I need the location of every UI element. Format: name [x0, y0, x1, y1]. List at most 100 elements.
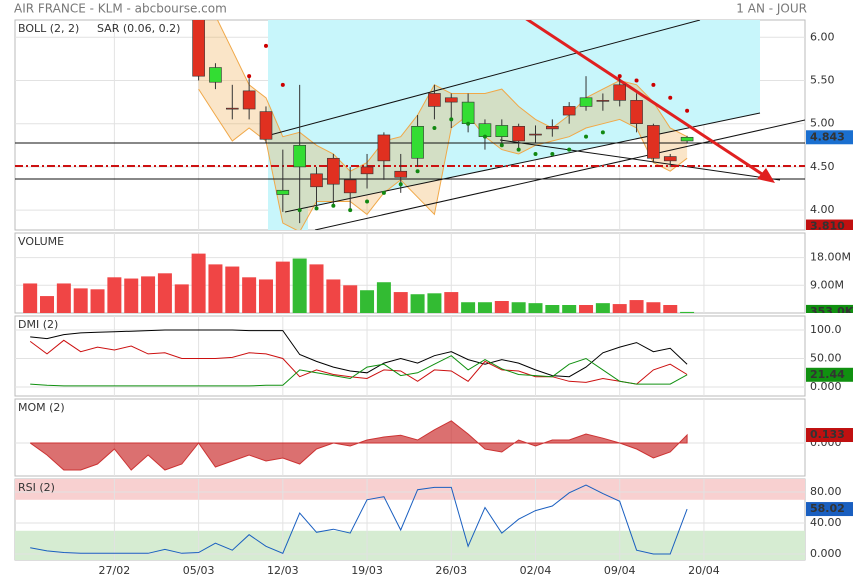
indicator-line: [29, 339, 688, 385]
sar-dot: [600, 130, 605, 135]
volume-bar: [528, 303, 543, 313]
volume-bar: [225, 266, 240, 313]
y-tick-label: 0.000: [810, 380, 842, 393]
trend-line: [269, 20, 701, 136]
x-tick-label: 27/02: [99, 564, 131, 577]
y-tick-label: 18.00M: [810, 251, 851, 264]
sar-dot: [668, 95, 673, 100]
sar-dot: [634, 78, 639, 83]
volume-bar: [40, 296, 55, 313]
volume-bar: [612, 304, 627, 313]
candle-body: [529, 133, 542, 136]
candle-body: [495, 125, 509, 137]
candle-body: [293, 145, 306, 168]
oversold-band: [15, 530, 805, 560]
momentum-area: [29, 420, 688, 471]
x-tick-label: 26/03: [435, 564, 467, 577]
trend-line: [284, 112, 761, 213]
volume-bar: [444, 292, 459, 313]
candle-body: [242, 90, 256, 110]
candle-body: [343, 179, 357, 194]
last-value-label: 21.44: [810, 368, 845, 381]
volume-bar: [494, 301, 509, 313]
sar-dot: [263, 43, 268, 48]
volume-bar: [343, 285, 358, 313]
y-tick-label: 4.00: [810, 203, 835, 216]
volume-bar: [107, 277, 122, 313]
sar-dot: [466, 121, 471, 126]
candle-body: [428, 93, 441, 107]
trend-line: [314, 119, 805, 230]
panel: [15, 316, 805, 396]
indicator-line: [30, 355, 688, 387]
legend-entry: SAR (0.06, 0.2): [97, 22, 180, 35]
candle-body: [276, 189, 290, 195]
volume-bar: [275, 261, 290, 313]
volume-bar: [595, 303, 610, 313]
sar-dot: [432, 126, 437, 131]
panel: [15, 233, 805, 313]
sar-dot: [567, 147, 572, 152]
boll-lower: [198, 88, 688, 230]
panel-title: DMI (2): [18, 318, 58, 331]
period: 1 AN - JOUR: [736, 2, 807, 16]
sar-dot: [617, 74, 622, 79]
volume-bar: [360, 290, 375, 313]
candle-body: [225, 107, 239, 110]
candle-body: [562, 106, 576, 116]
last-value-box: [806, 304, 853, 313]
highlight-zone: [268, 20, 760, 230]
sar-dot: [415, 169, 420, 174]
y-tick-label: 100.0: [810, 323, 842, 336]
candle-body: [259, 111, 273, 140]
candle-body: [663, 156, 677, 162]
volume-bar: [242, 277, 257, 313]
marker-group: 353.0K: [806, 304, 854, 313]
volume-bar: [157, 273, 172, 313]
x-tick-label: 05/03: [183, 564, 215, 577]
volume-bar: [511, 302, 526, 313]
volume-bar: [73, 288, 88, 313]
x-tick-label: 20/04: [688, 564, 720, 577]
candle-body: [630, 100, 643, 125]
y-tick-label: 9.00M: [810, 278, 844, 291]
marker-group: 4.843 3.810: [806, 130, 853, 230]
sar-dot: [247, 74, 252, 79]
sar-dot: [348, 208, 353, 213]
candle-body: [512, 125, 525, 142]
x-tick-label: 02/04: [520, 564, 552, 577]
sar-dot: [516, 147, 521, 152]
indicator-line: [30, 484, 688, 555]
candle-body: [310, 173, 323, 188]
panel-title: MOM (2): [18, 401, 65, 414]
last-value-box: [806, 130, 853, 145]
volume-bar: [326, 279, 341, 313]
candle-body: [461, 101, 475, 125]
x-tick-label: 12/03: [267, 564, 299, 577]
volume-bar: [124, 278, 139, 313]
indicator-line: [30, 329, 688, 378]
y-tick-label: 5.50: [810, 73, 835, 86]
volume-bar: [376, 282, 391, 313]
sar-dot: [381, 190, 386, 195]
y-tick-label: 5.00: [810, 117, 835, 130]
panel-frame: [14, 315, 806, 397]
volume-bar: [477, 302, 492, 313]
sar-dot: [331, 203, 336, 208]
sar-dot: [280, 82, 285, 87]
panel: [15, 399, 805, 476]
sar-dot: [499, 143, 504, 148]
last-value-box: [806, 502, 853, 517]
sar-dot: [533, 151, 538, 156]
last-value-box: [806, 219, 853, 230]
sar-dot: [297, 208, 302, 213]
candle-body: [444, 97, 458, 103]
volume-bar: [461, 302, 476, 313]
sar-dot: [482, 134, 487, 139]
last-value-box: [806, 428, 853, 443]
last-value-label: 0.133: [810, 428, 845, 441]
overbought-band: [15, 479, 805, 500]
volume-bar: [309, 264, 324, 313]
